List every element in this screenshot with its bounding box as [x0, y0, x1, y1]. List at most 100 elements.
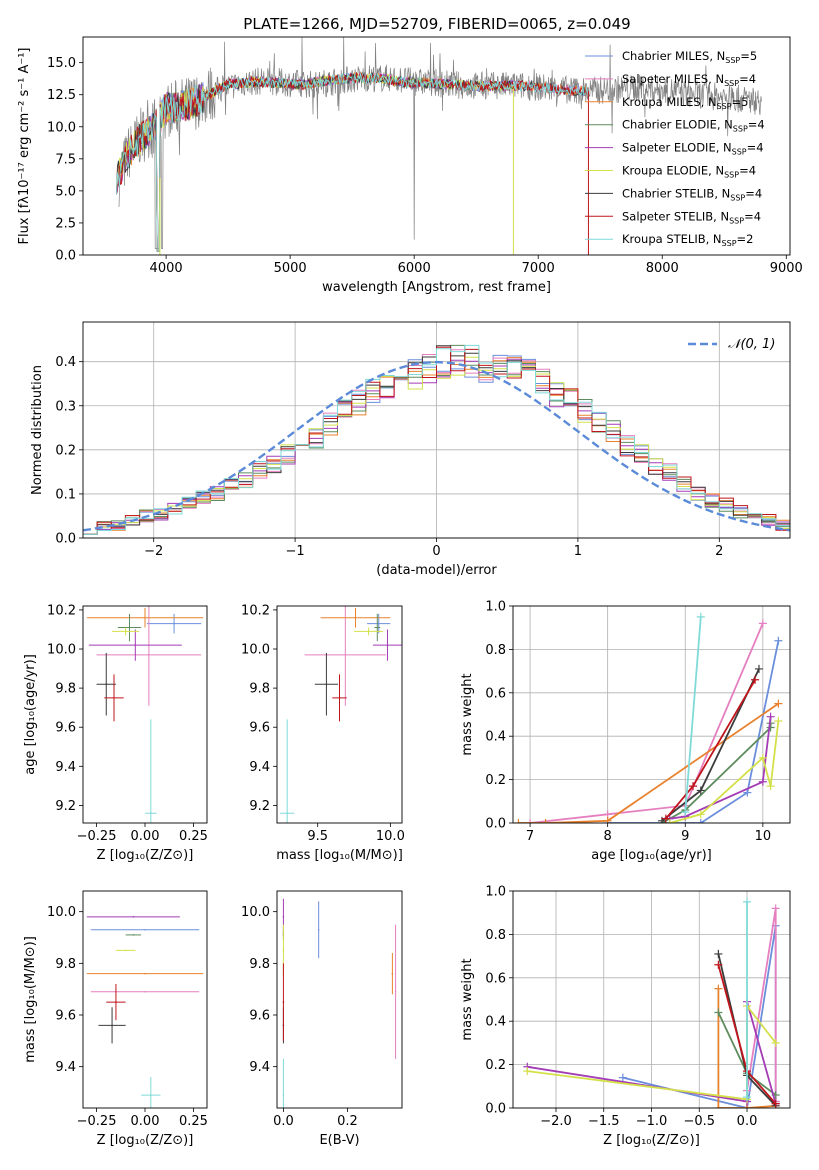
- y-axis-label: Normed distribution: [30, 365, 45, 495]
- y-tick-label: 0.0: [485, 817, 506, 832]
- data-point: [282, 916, 285, 918]
- data-point: [124, 630, 127, 633]
- plus-marker: [758, 777, 767, 786]
- plus-marker: [665, 819, 674, 823]
- plus-marker: [754, 664, 763, 673]
- plus-marker: [774, 699, 783, 708]
- plus-marker: [766, 782, 775, 791]
- data-point: [132, 934, 135, 936]
- plus-marker: [541, 819, 550, 823]
- data-point: [391, 972, 394, 975]
- plus-marker: [514, 819, 523, 823]
- data-point: [286, 812, 288, 815]
- panel-residuals: −2 −1 0 1 2 0.0 0.1 0.2 0.3 0.4 (data-model)/error…: [30, 321, 791, 578]
- y-tick-label: 0.0: [485, 1102, 506, 1117]
- y-tick-label: 0.2: [485, 1058, 506, 1073]
- plus-marker: [771, 1099, 780, 1108]
- gaussian-curve: [83, 360, 790, 532]
- x-tick-label: 9.5: [307, 829, 328, 844]
- data-point: [325, 683, 328, 685]
- plot-area-age_vs_mass: [279, 606, 402, 823]
- y-tick-label: 0.0: [55, 249, 76, 264]
- y-tick-label: 0.2: [55, 443, 76, 458]
- y-tick-label: 9.6: [55, 721, 76, 736]
- plus-marker: [681, 808, 690, 817]
- legend-n: =5: [740, 49, 757, 63]
- legend-subscript: SSP: [733, 125, 748, 134]
- x-tick-label: 6000: [398, 261, 431, 276]
- y-tick-label: 1.0: [485, 885, 506, 900]
- y-tick-label: 9.6: [55, 1009, 76, 1024]
- data-point: [105, 683, 108, 685]
- x-tick-label: 9: [681, 829, 689, 844]
- data-point: [128, 626, 131, 629]
- y-axis-label: mass [log₁₀(M/M⊙)]: [23, 936, 38, 1063]
- data-point: [173, 622, 175, 625]
- x-tick-label: −0.25: [77, 829, 117, 844]
- data-point: [124, 949, 127, 952]
- legend-n: =5: [732, 95, 749, 109]
- legend-label: Kroupa MILES, NSSP=5: [622, 95, 748, 111]
- data-point: [150, 1094, 152, 1096]
- x-tick-label: 7: [526, 829, 534, 844]
- x-tick-label: −1.5: [588, 1114, 620, 1129]
- x-tick-label: −0.25: [77, 1114, 117, 1129]
- y-tick-label: 9.4: [55, 1060, 76, 1075]
- plus-marker: [714, 949, 723, 958]
- weight-line-salpeter-miles: [529, 623, 764, 823]
- x-tick-label: 4000: [150, 261, 183, 276]
- plus-marker: [689, 782, 698, 791]
- legend-subscript: SSP: [730, 193, 745, 202]
- y-tick-label: 5.0: [55, 184, 76, 199]
- data-point: [144, 928, 146, 931]
- plot-area-mass_vs_Z: [86, 916, 204, 1108]
- data-point: [144, 990, 146, 993]
- legend-label: Salpeter MILES, NSSP=4: [622, 72, 756, 88]
- axes-frame: [82, 890, 208, 1109]
- plus-marker: [774, 717, 783, 726]
- plus-marker: [714, 960, 723, 969]
- plus-marker: [751, 675, 760, 684]
- plot-area-residuals: [83, 344, 790, 535]
- y-axis-label: Flux [fλ10⁻¹⁷ erg cm⁻² s⁻¹ A⁻¹]: [17, 48, 32, 245]
- data-point: [376, 626, 379, 629]
- y-tick-label: 9.6: [249, 721, 270, 736]
- y-tick-label: 9.8: [55, 957, 76, 972]
- legend-label: 𝒩(0, 1): [728, 337, 775, 352]
- y-tick-label: 10.0: [47, 643, 76, 658]
- legend-subscript: SSP: [732, 148, 747, 157]
- figure-title: PLATE=1266, MJD=52709, FIBERID=0065, z=0…: [243, 15, 630, 33]
- plus-marker: [758, 619, 767, 628]
- y-tick-label: 9.4: [55, 760, 76, 775]
- data-point: [132, 916, 135, 918]
- data-point: [282, 949, 285, 952]
- y-tick-label: 9.6: [249, 1009, 270, 1024]
- x-tick-label: −2: [144, 544, 163, 559]
- plus-marker: [603, 816, 612, 823]
- panel-mass_vs_Z: −0.25 0.00 0.25 9.4 9.6 9.8 10.0 Z [log₁₀(Z/Z⊙)…: [23, 890, 208, 1148]
- x-tick-label: 10: [755, 829, 772, 844]
- plus-marker: [618, 1073, 627, 1082]
- y-tick-label: 10.2: [47, 603, 76, 618]
- legend-subscript: SSP: [725, 56, 740, 65]
- data-point: [282, 1001, 285, 1003]
- x-tick-label: 2: [715, 544, 723, 559]
- y-tick-label: 0.4: [55, 355, 76, 370]
- data-point: [282, 1094, 285, 1096]
- legend-label: Chabrier ELODIE, NSSP=4: [622, 118, 765, 134]
- panel-spectrum: 4000 5000 6000 7000 8000 9000 0.0 2.5 5.0 7.5 10.0…: [17, 36, 803, 295]
- y-axis-label: mass weight: [460, 673, 475, 755]
- data-point: [377, 622, 380, 625]
- y-tick-label: 7.5: [55, 152, 76, 167]
- x-tick-label: 0.25: [179, 1114, 208, 1129]
- panel-age_vs_Z: −0.25 0.00 0.25 9.2 9.4 9.6 9.8 10.0 10.2 Z [log₁…: [23, 603, 208, 863]
- x-axis-label: E(B-V): [319, 1133, 359, 1148]
- y-tick-label: 9.8: [55, 682, 76, 697]
- plot-area-spectrum: [116, 37, 762, 255]
- data-point: [367, 630, 370, 633]
- plot-area-age_vs_Z: [86, 606, 204, 823]
- legend-n: =2: [737, 232, 754, 246]
- x-tick-label: 10.0: [376, 829, 405, 844]
- plus-marker: [696, 819, 705, 823]
- x-axis-label: mass [log₁₀(M/M⊙)]: [276, 848, 403, 863]
